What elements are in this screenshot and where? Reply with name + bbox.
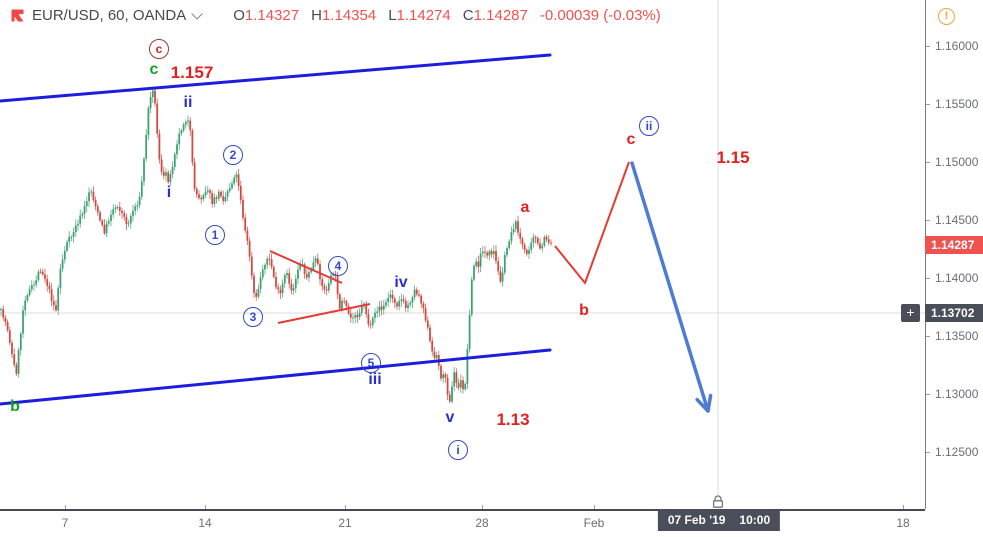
- price-tick: [926, 220, 930, 221]
- time-tick: [205, 505, 206, 509]
- last-price-badge: 1.14287: [925, 236, 983, 254]
- wave-label-v: v: [445, 409, 455, 426]
- crosshair-time-badge: 07 Feb '19 10:00: [657, 510, 781, 531]
- close-value: 1.14287: [473, 7, 528, 24]
- price-tick: [926, 104, 930, 105]
- circled-wave-label-3: 3: [243, 307, 263, 327]
- time-axis-label: Feb: [583, 516, 605, 530]
- chart-plot-area[interactable]: c b i ii iii iv v a b c c 1 2 3 4 5 i ii 1.157 1.13 1.15: [0, 0, 925, 509]
- time-axis-label: 18: [896, 516, 910, 530]
- high-value: 1.14354: [321, 7, 377, 24]
- low-label: L: [388, 7, 397, 24]
- price-target-label: 1.15: [716, 148, 750, 167]
- forecast-arrow-line[interactable]: [630, 161, 710, 413]
- symbol-label: EUR/USD, 60, OANDA: [32, 7, 187, 24]
- wave-label-c: c: [626, 131, 636, 148]
- symbol-button[interactable]: EUR/USD, 60, OANDA: [32, 7, 203, 24]
- time-axis-label: 14: [198, 516, 212, 530]
- circled-wave-label-5: 5: [361, 353, 381, 373]
- circled-wave-label-ii: ii: [639, 116, 659, 136]
- time-tick: [65, 505, 66, 509]
- price-target-label: 1.13: [496, 410, 530, 429]
- blue-trendline[interactable]: [0, 348, 552, 406]
- time-axis-border: [0, 509, 925, 511]
- time-tick: [482, 505, 483, 509]
- forecast-arrow-head: [695, 393, 713, 413]
- time-tick: [594, 505, 595, 509]
- blue-trendline[interactable]: [0, 53, 552, 103]
- price-tick: [926, 336, 930, 337]
- candles-group: [0, 86, 552, 404]
- price-axis[interactable]: 1.16000 1.15500 1.15000 1.14500 1.14000 1.135…: [925, 0, 983, 509]
- lock-icon[interactable]: [711, 495, 725, 508]
- close-label: C: [462, 7, 474, 24]
- red-wedge-line[interactable]: [277, 303, 371, 324]
- open-value: 1.14327: [244, 7, 300, 24]
- price-tick: [926, 394, 930, 395]
- circled-wave-label-c: c: [149, 39, 169, 59]
- wave-label-ii: ii: [183, 94, 193, 111]
- chart-header: EUR/USD, 60, OANDA O1.14327 H1.14354 L1.…: [10, 7, 673, 24]
- time-axis-label: 28: [475, 516, 489, 530]
- crosshair-time: 10:00: [739, 513, 771, 527]
- price-axis-label: 1.13000: [935, 387, 979, 401]
- candlestick-chart-canvas[interactable]: [0, 0, 925, 509]
- circled-wave-label-4: 4: [328, 256, 348, 276]
- price-axis-label: 1.13500: [935, 329, 979, 343]
- red-projection-zigzag[interactable]: [554, 161, 630, 286]
- time-tick: [903, 505, 904, 509]
- price-axis-label: 1.15500: [935, 97, 979, 111]
- change-value: -0.00039 (-0.03%): [539, 7, 661, 24]
- price-axis-label: 1.14500: [935, 213, 979, 227]
- wave-label-c: c: [149, 61, 159, 78]
- price-axis-label: 1.12500: [935, 445, 979, 459]
- time-axis-label: 7: [61, 516, 69, 530]
- price-axis-label: 1.15000: [935, 155, 979, 169]
- wave-label-iv: iv: [394, 274, 408, 291]
- price-tick: [926, 162, 930, 163]
- price-tick: [926, 452, 930, 453]
- chevron-down-icon[interactable]: [191, 8, 203, 20]
- price-tick: [926, 46, 930, 47]
- broker-logo-icon: [11, 9, 24, 22]
- circled-wave-label-1: 1: [205, 225, 225, 245]
- wave-label-b: b: [579, 302, 589, 319]
- crosshair-date: 07 Feb '19: [667, 513, 726, 527]
- open-label: O: [233, 7, 245, 24]
- circled-wave-label-i: i: [448, 440, 468, 460]
- price-tick: [926, 278, 930, 279]
- add-alert-plus-button[interactable]: +: [901, 304, 920, 322]
- high-label: H: [311, 7, 322, 24]
- wave-label-iii: iii: [368, 371, 382, 388]
- price-axis-label: 1.14000: [935, 271, 979, 285]
- time-axis[interactable]: 07 Feb '19 10:00 7 14 21 28 Feb 18: [0, 505, 983, 537]
- red-wedge-line[interactable]: [269, 250, 343, 284]
- wave-label-i: i: [166, 184, 172, 201]
- time-tick: [345, 505, 346, 509]
- circled-wave-label-2: 2: [223, 145, 243, 165]
- time-axis-label: 21: [338, 516, 352, 530]
- price-target-label: 1.157: [170, 63, 214, 82]
- crosshair-price-badge: 1.13702: [925, 304, 983, 322]
- wave-label-b: b: [10, 398, 20, 415]
- low-value: 1.14274: [396, 7, 451, 24]
- ohlc-readout: O1.14327 H1.14354 L1.14274 C1.14287 -0.0…: [233, 7, 673, 24]
- wave-label-a: a: [520, 199, 530, 216]
- price-axis-label: 1.16000: [935, 39, 979, 53]
- alert-warning-icon[interactable]: !: [938, 8, 955, 25]
